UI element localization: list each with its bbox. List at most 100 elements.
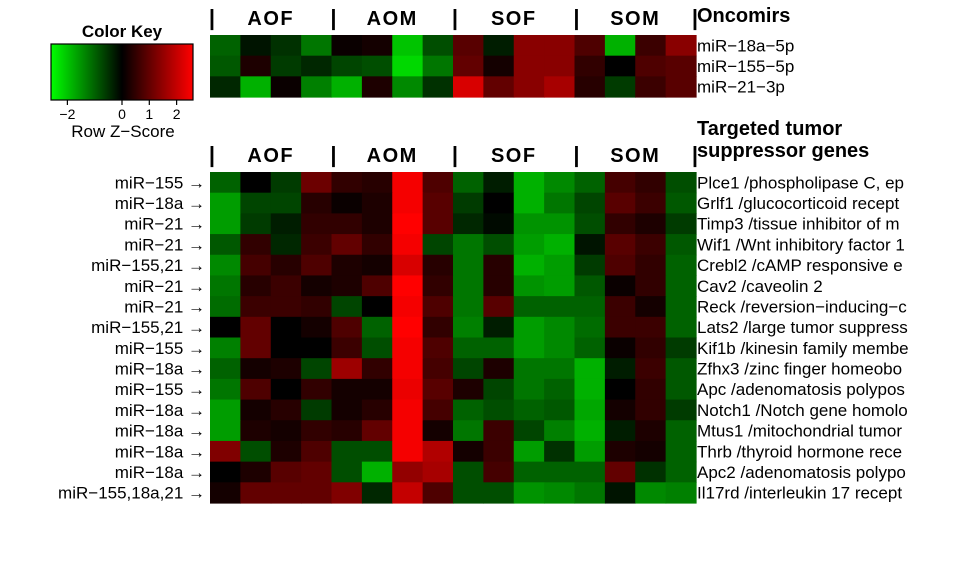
- bottom-heatmap-cell: [483, 461, 515, 483]
- bottom-heatmap-cell: [544, 358, 576, 380]
- bottom-heatmap-cell: [240, 275, 272, 297]
- bottom-heatmap-cell: [635, 461, 667, 483]
- bottom-heatmap-cell: [210, 461, 241, 483]
- bottom-heatmap-cell: [453, 316, 484, 339]
- bottom-heatmap-cell: [331, 482, 363, 504]
- bottom-heatmap-cell: [483, 316, 515, 339]
- bottom-heatmap-gene-labels: Plce1 /phospholipase C, ep Grlf1 /glucoco…: [697, 173, 909, 502]
- oncomirs-title: Oncomirs: [697, 5, 790, 27]
- targeted-title-line2: suppressor genes: [697, 140, 869, 162]
- mirna-row-label: miR−155 →: [115, 380, 205, 399]
- top-heatmap-cell: [422, 76, 454, 98]
- mirna-row-label: miR−155,21 →: [91, 256, 205, 275]
- top-heatmap-cell: [240, 35, 272, 57]
- top-heatmap-cell: [301, 76, 333, 98]
- top-heatmap-cell: [392, 35, 424, 57]
- bottom-heatmap-cell: [270, 254, 302, 277]
- bottom-heatmap-cell: [331, 440, 363, 463]
- bottom-heatmap-cell: [513, 399, 545, 421]
- group-label-aof: AOF: [247, 145, 294, 167]
- bottom-heatmap-cell: [392, 440, 424, 463]
- bottom-heatmap-cell: [361, 296, 393, 318]
- top-heatmap-cell: [331, 35, 363, 57]
- bottom-heatmap-cell: [361, 378, 393, 401]
- bottom-heatmap-cell: [422, 482, 454, 504]
- bottom-heatmap-cell: [270, 399, 302, 421]
- bottom-heatmap-cell: [453, 378, 484, 401]
- bottom-heatmap-cell: [574, 316, 606, 339]
- bottom-heatmap-cell: [331, 296, 363, 318]
- bottom-heatmap-cell: [574, 172, 606, 194]
- bottom-heatmap-cell: [210, 316, 241, 339]
- bottom-heatmap-cell: [604, 234, 636, 256]
- group-separator: |: [573, 142, 579, 167]
- bottom-heatmap-cell: [665, 420, 697, 442]
- bottom-heatmap-cell: [574, 337, 606, 359]
- bottom-heatmap-cell: [513, 254, 545, 277]
- mirna-row-label: miR−155 →: [115, 339, 205, 358]
- bottom-heatmap-cell: [574, 358, 606, 380]
- gene-row-label: Mtus1 /mitochondrial tumor: [697, 422, 902, 441]
- bottom-heatmap-cell: [301, 358, 333, 380]
- gene-row-label: Notch1 /Notch gene homolo: [697, 401, 908, 420]
- bottom-heatmap-cell: [544, 234, 576, 256]
- bottom-heatmap-cell: [604, 296, 636, 318]
- bottom-heatmap-cell: [483, 172, 515, 194]
- bottom-heatmap-cell: [665, 440, 697, 463]
- top-row-label: miR−21−3p: [697, 78, 785, 97]
- gene-row-label: Plce1 /phospholipase C, ep: [697, 173, 904, 192]
- bottom-heatmap-cell: [270, 296, 302, 318]
- top-heatmap-cell: [453, 35, 484, 57]
- bottom-heatmap-cell: [270, 234, 302, 256]
- top-heatmap-cell: [240, 55, 272, 77]
- mirna-row-label: miR−21 →: [124, 215, 205, 234]
- top-heatmap-cell: [574, 35, 606, 57]
- gene-row-label: Zfhx3 /zinc finger homeobo: [697, 360, 902, 379]
- bottom-heatmap-cell: [513, 358, 545, 380]
- bottom-heatmap-cell: [635, 234, 667, 256]
- bottom-heatmap-cell: [422, 440, 454, 463]
- top-heatmap-cell: [604, 76, 636, 98]
- top-heatmap-cell: [361, 55, 393, 77]
- bottom-heatmap-cell: [240, 337, 272, 359]
- bottom-heatmap-cell: [604, 192, 636, 214]
- top-heatmap-cell: [544, 55, 576, 77]
- top-heatmap-cell: [270, 55, 302, 77]
- bottom-heatmap-cell: [483, 378, 515, 401]
- color-key-gradient: [50, 43, 194, 101]
- top-heatmap-cell: [210, 35, 241, 57]
- bottom-heatmap-cell: [574, 234, 606, 256]
- gene-row-label: Cav2 /caveolin 2: [697, 277, 823, 296]
- bottom-heatmap-cell: [422, 378, 454, 401]
- bottom-heatmap-cell: [240, 234, 272, 256]
- top-heatmap-cell: [301, 35, 333, 57]
- bottom-heatmap-cell: [635, 296, 667, 318]
- top-heatmap-cell: [240, 76, 272, 98]
- bottom-heatmap-cell: [270, 213, 302, 235]
- top-heatmap-cell: [635, 55, 667, 77]
- bottom-heatmap-cell: [544, 275, 576, 297]
- bottom-heatmap-cell: [361, 316, 393, 339]
- top-heatmap-cell: [513, 76, 545, 98]
- top-heatmap-cell: [453, 55, 484, 77]
- bottom-heatmap-cell: [513, 316, 545, 339]
- bottom-heatmap-cell: [240, 378, 272, 401]
- bottom-heatmap-cell: [301, 213, 333, 235]
- group-separator: |: [209, 5, 215, 30]
- bottom-heatmap-cell: [513, 420, 545, 442]
- top-heatmap-cell: [574, 76, 606, 98]
- bottom-heatmap-cell: [604, 275, 636, 297]
- bottom-heatmap-cell: [574, 440, 606, 463]
- bottom-heatmap-cell: [270, 316, 302, 339]
- bottom-heatmap-cell: [270, 482, 302, 504]
- bottom-heatmap-cell: [301, 420, 333, 442]
- top-heatmap-cell: [301, 55, 333, 77]
- bottom-heatmap-cell: [665, 399, 697, 421]
- bottom-heatmap-cell: [210, 192, 241, 214]
- bottom-heatmap-cell: [210, 234, 241, 256]
- bottom-heatmap-cell: [635, 378, 667, 401]
- bottom-heatmap-cell: [513, 172, 545, 194]
- bottom-heatmap-cell: [361, 192, 393, 214]
- bottom-heatmap-cell: [544, 172, 576, 194]
